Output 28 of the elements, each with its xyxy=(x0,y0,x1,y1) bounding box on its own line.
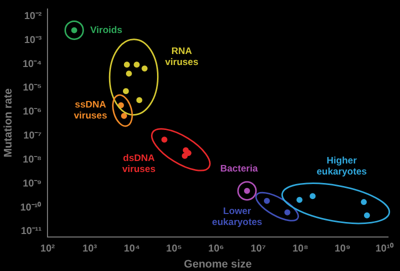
x-tick-label: 10³ xyxy=(82,244,98,255)
series-label: dsDNA viruses xyxy=(122,152,156,175)
y-tick-label: 10⁻⁴ xyxy=(22,58,42,70)
y-tick-label: 10⁻¹¹ xyxy=(20,226,42,238)
y-tick-label: 10⁻⁶ xyxy=(22,106,42,118)
series-label: Higher eukaryotes xyxy=(316,156,367,178)
x-tick-label: 10⁶ xyxy=(208,244,224,255)
y-tick-label: 10⁻³ xyxy=(24,34,42,46)
y-tick-label: 10⁻¹⁰ xyxy=(20,201,42,214)
x-tick-label: 10⁴ xyxy=(124,244,140,255)
y-tick-label: 10⁻⁸ xyxy=(22,154,42,166)
x-tick-label: 10² xyxy=(40,244,56,255)
series-label: ssDNA viruses xyxy=(74,100,108,122)
x-tick-label: 10⁸ xyxy=(292,244,309,255)
x-tick-label: 10⁹ xyxy=(334,244,351,255)
series-label: RNA viruses xyxy=(165,46,198,68)
series-label: Lower eukaryotes xyxy=(212,206,262,228)
y-tick-label: 10⁻⁹ xyxy=(22,178,42,190)
x-tick-label: 10⁵ xyxy=(166,244,182,255)
x-axis-title: Genome size xyxy=(184,258,252,270)
x-tick-label: 10⁷ xyxy=(250,244,266,255)
series-label: Bacteria xyxy=(220,163,258,174)
x-tick-label: 10¹⁰ xyxy=(375,242,394,255)
y-axis-title: Mutation rate xyxy=(2,88,15,158)
y-tick-label: 10⁻⁵ xyxy=(22,82,42,94)
series-label: Viroids xyxy=(90,24,122,36)
y-tick-label: 10⁻² xyxy=(24,10,42,22)
y-tick-label: 10⁻⁷ xyxy=(23,130,42,142)
